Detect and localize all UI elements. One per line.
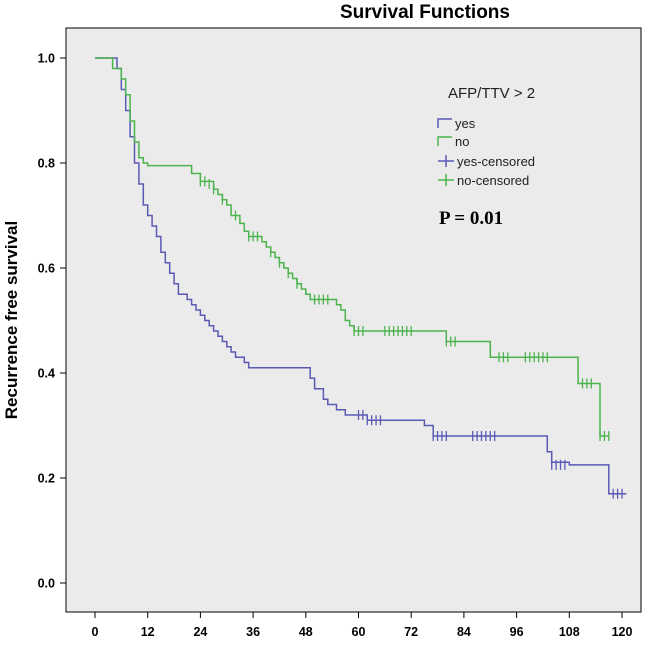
legend-no-censored-swatch: [438, 174, 454, 186]
series-layer: [95, 57, 627, 499]
y-axis-label: Recurrence free survival: [2, 221, 21, 419]
y-tick-label: 1.0: [38, 52, 55, 66]
x-tick-label: 72: [404, 625, 418, 639]
y-tick-label: 0.6: [38, 262, 55, 276]
x-tick-label: 96: [510, 625, 524, 639]
x-tick-label: 108: [559, 625, 580, 639]
series-line-yes: [95, 57, 627, 495]
y-tick-label: 0.2: [38, 472, 55, 486]
legend-label-yes-censored: yes-censored: [457, 154, 535, 169]
legend-label-no: no: [455, 134, 469, 149]
y-tick-label: 0.4: [38, 367, 55, 381]
legend-label-no-censored: no-censored: [457, 173, 529, 188]
p-value-annotation: P = 0.01: [439, 208, 503, 229]
legend: AFP/TTV > 2 yes no yes-censored no-censo…: [437, 85, 535, 188]
x-tick-label: 48: [299, 625, 313, 639]
x-tick-label: 84: [457, 625, 471, 639]
y-tick-label: 0.0: [38, 577, 55, 591]
x-tick-label: 60: [352, 625, 366, 639]
x-tick-label: 36: [246, 625, 260, 639]
x-tick-label: 0: [92, 625, 99, 639]
series-line-no: [95, 57, 609, 437]
y-axis: 0.0 0.2 0.4 0.6 0.8 1.0: [38, 28, 67, 612]
legend-no-swatch: [437, 136, 452, 146]
x-axis: 0 12 24 36 48 60 72 84 96 108 120: [66, 611, 641, 639]
x-tick-label: 24: [193, 625, 207, 639]
chart-title: Survival Functions: [340, 2, 510, 23]
plot-area: [65, 27, 642, 613]
legend-title: AFP/TTV > 2: [448, 85, 535, 102]
legend-yes-swatch: [437, 118, 452, 128]
x-tick-label: 120: [612, 625, 633, 639]
legend-yes-censored-swatch: [438, 155, 454, 167]
x-tick-label: 12: [141, 625, 155, 639]
legend-label-yes: yes: [455, 116, 476, 131]
y-tick-label: 0.8: [38, 157, 55, 171]
